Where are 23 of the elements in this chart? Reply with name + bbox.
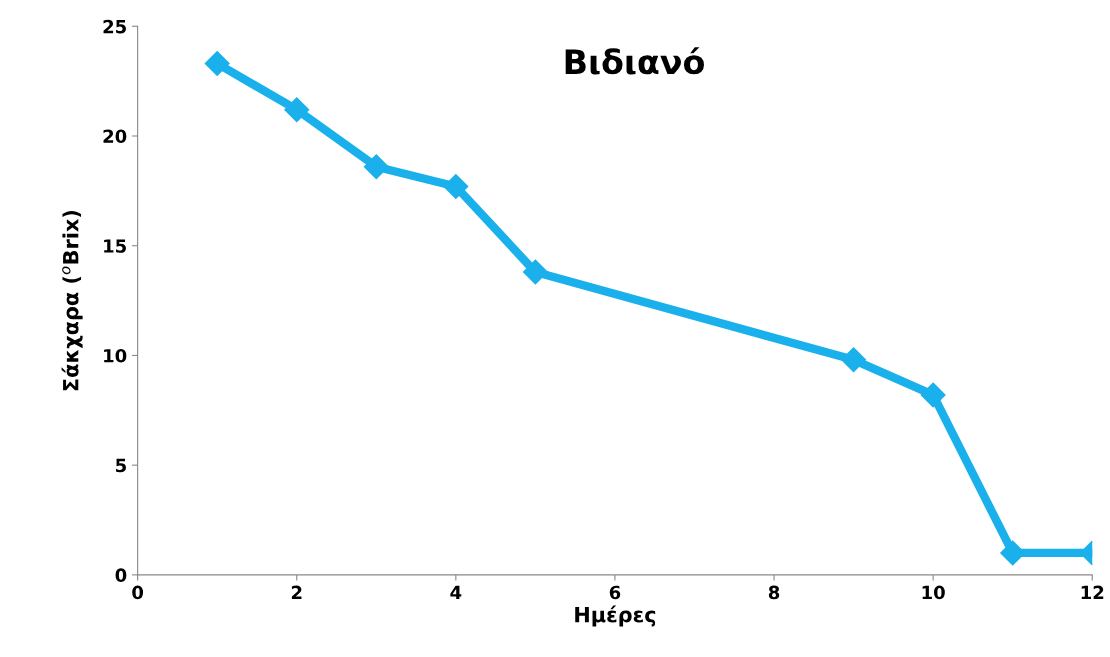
x-tick-label: 4: [450, 585, 462, 600]
x-tick-label: 10: [922, 585, 945, 600]
point: [841, 347, 867, 373]
y-tick-label: 10: [104, 348, 127, 363]
x-tick-label: 0: [132, 585, 144, 600]
point: [522, 259, 548, 285]
point: [204, 51, 230, 77]
x-axis-title: Ημέρες: [575, 605, 656, 627]
x-tick-label: 8: [768, 585, 780, 600]
y-tick-label: 0: [115, 568, 127, 582]
point: [443, 173, 469, 199]
y-tick-label: 5: [116, 458, 126, 473]
x-tick-label: 6: [609, 585, 621, 600]
y-tick-label: 15: [104, 239, 126, 253]
y-tick-label: 20: [103, 129, 127, 144]
point: [920, 382, 946, 408]
text: Βιδιανό: [565, 47, 704, 75]
x-tick-label: 12: [1081, 585, 1104, 600]
y-axis-title: Σάκχαρα ($^{o}$Brix): [61, 210, 83, 391]
point: [363, 154, 389, 180]
point: [284, 97, 310, 123]
y-tick-label: 25: [103, 19, 126, 34]
x-tick-label: 2: [291, 585, 302, 600]
